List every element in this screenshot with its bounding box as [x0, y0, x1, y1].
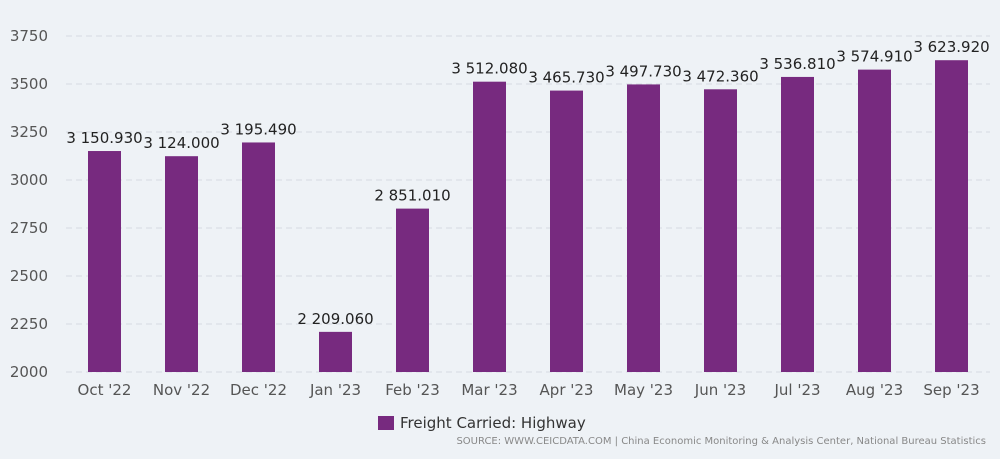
x-tick-label: May '23: [614, 381, 673, 399]
bar: [165, 156, 198, 372]
legend[interactable]: Freight Carried: Highway: [378, 414, 586, 432]
data-label: 3 512.080: [451, 60, 527, 78]
x-tick-label: Aug '23: [846, 381, 903, 399]
bar: [935, 60, 968, 372]
x-tick-label: Dec '22: [230, 381, 287, 399]
data-label: 3 536.810: [759, 55, 835, 73]
y-tick-label: 2250: [10, 315, 48, 333]
data-label: 3 472.360: [682, 67, 758, 85]
data-label: 2 209.060: [297, 310, 373, 328]
bar: [627, 84, 660, 372]
data-label: 3 195.490: [220, 120, 296, 138]
data-label: 2 851.010: [374, 187, 450, 205]
data-label: 3 150.930: [66, 129, 142, 147]
legend-swatch: [378, 416, 394, 430]
bar: [550, 90, 583, 373]
data-label: 3 124.000: [143, 134, 219, 152]
x-tick-label: Jun '23: [694, 381, 746, 399]
bar: [858, 69, 891, 372]
y-tick-label: 2500: [10, 267, 48, 285]
data-label: 3 465.730: [528, 69, 604, 87]
y-tick-label: 3000: [10, 171, 48, 189]
bar: [242, 142, 275, 372]
y-tick-label: 3500: [10, 75, 48, 93]
bar: [88, 151, 121, 372]
x-tick-label: Nov '22: [153, 381, 210, 399]
bar: [781, 76, 814, 372]
data-label: 3 574.910: [836, 48, 912, 66]
x-tick-label: Feb '23: [385, 381, 440, 399]
y-tick-label: 3250: [10, 123, 48, 141]
x-tick-label: Jul '23: [773, 381, 820, 399]
data-label: 3 497.730: [605, 62, 681, 80]
y-tick-label: 2750: [10, 219, 48, 237]
x-tick-label: Oct '22: [78, 381, 132, 399]
x-tick-label: Apr '23: [540, 381, 594, 399]
data-label: 3 623.920: [913, 38, 989, 56]
bar: [396, 208, 429, 372]
y-tick-label: 2000: [10, 363, 48, 381]
bar: [319, 331, 352, 372]
x-tick-label: Sep '23: [923, 381, 979, 399]
x-tick-label: Mar '23: [461, 381, 517, 399]
y-tick-label: 3750: [10, 27, 48, 45]
legend-label: Freight Carried: Highway: [400, 414, 586, 432]
source-note: SOURCE: WWW.CEICDATA.COM | China Economi…: [456, 436, 986, 447]
bar: [473, 81, 506, 373]
x-tick-label: Jan '23: [309, 381, 361, 399]
bar: [704, 89, 737, 372]
